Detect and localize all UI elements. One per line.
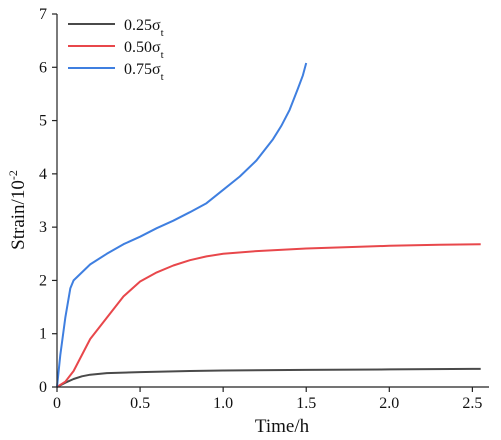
legend-label-subscript: t — [161, 27, 164, 39]
y-axis-label: Strain/10-2 — [6, 170, 29, 250]
x-tick-label: 2.5 — [462, 395, 482, 412]
legend-label-text: 0.50σ — [124, 39, 161, 56]
x-axis-label: Time/h — [255, 416, 310, 437]
y-axis-label-text: Strain/10 — [8, 180, 29, 250]
legend-label-2: 0.50σt — [124, 39, 164, 61]
y-tick-label: 7 — [39, 6, 47, 23]
legend-label-1: 0.25σt — [124, 17, 164, 39]
plot-area — [56, 62, 481, 388]
y-tick-label: 2 — [39, 272, 47, 289]
axes: 0 0.5 1.0 1.5 2.0 2.5 0 1 2 3 4 5 6 7 — [39, 6, 489, 412]
y-tick-label: 0 — [39, 379, 47, 396]
legend-label-text: 0.75σ — [124, 61, 161, 78]
y-tick-label: 1 — [39, 326, 47, 343]
series-line-2 — [56, 243, 481, 388]
x-tick-label: 1.5 — [296, 395, 316, 412]
y-tick-label: 6 — [39, 59, 47, 76]
y-tick-label: 5 — [39, 113, 47, 130]
y-tick-label: 4 — [39, 166, 47, 183]
legend-label-subscript: t — [161, 71, 164, 83]
y-axis-label-exponent: -2 — [6, 170, 20, 180]
x-tick-label: 0.5 — [130, 395, 150, 412]
legend-label-subscript: t — [161, 49, 164, 61]
x-tick-label: 2.0 — [379, 395, 399, 412]
series-line-3 — [56, 62, 308, 388]
x-tick-label: 1.0 — [213, 395, 233, 412]
series-line-1 — [56, 367, 481, 388]
legend-label-3: 0.75σt — [124, 61, 164, 83]
legend-label-text: 0.25σ — [124, 17, 161, 34]
y-tick-label: 3 — [39, 219, 47, 236]
x-tick-label: 0 — [53, 395, 61, 412]
